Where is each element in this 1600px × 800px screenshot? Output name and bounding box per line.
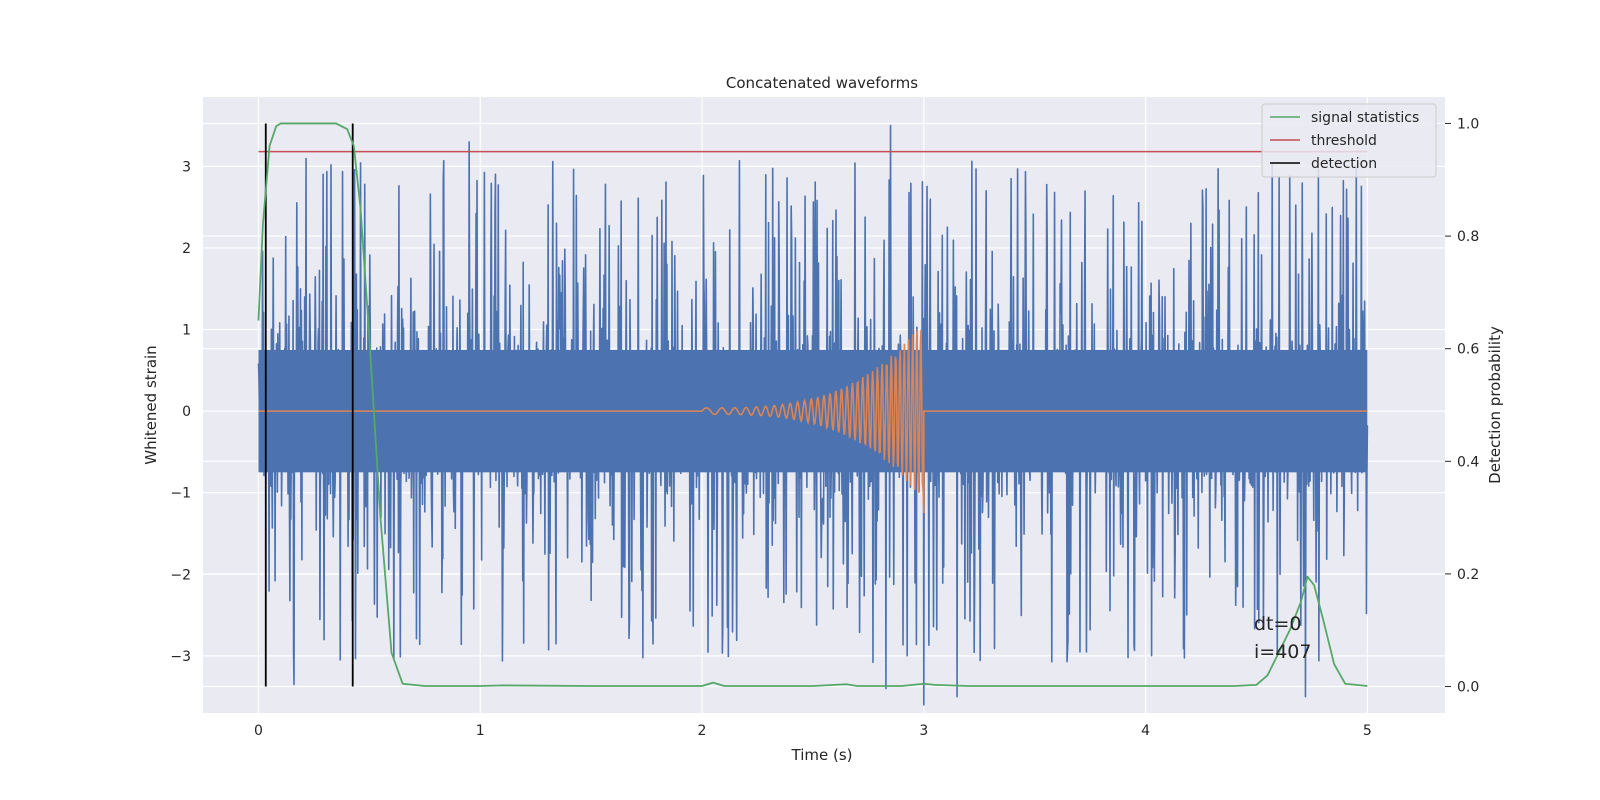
x-tick-label: 1 [476, 723, 485, 739]
y2-tick-label: 0.4 [1457, 454, 1479, 470]
probability-series [257, 122, 1368, 687]
y2-axis-title: Detection probability [1486, 326, 1504, 484]
legend-label-threshold: threshold [1311, 133, 1377, 149]
x-tick-label: 4 [1141, 723, 1150, 739]
y-tick-label: −2 [170, 567, 191, 583]
legend-label-detection: detection [1311, 156, 1377, 172]
legend-box [1261, 103, 1437, 178]
chart-title: Concatenated waveforms [726, 74, 918, 92]
annotation-index: i=407 [1254, 641, 1311, 663]
y-axis-title: Whitened strain [142, 345, 160, 464]
injected-signal-trace [258, 329, 1368, 514]
signal-statistics-line [257, 122, 1368, 687]
y-tick-label: 1 [182, 323, 191, 339]
y-tick-label: −3 [170, 649, 191, 665]
y-tick-label: 0 [182, 404, 191, 420]
y-tick-label: 2 [182, 241, 191, 257]
axes-text: 0 1 2 3 4 5 −3 −2 −1 0 1 2 3 0.0 0.2 0.4 0.6 0.8 1.0 [170, 116, 1479, 739]
y-tick-label: −1 [170, 486, 191, 502]
x-tick-label: 3 [919, 723, 928, 739]
y2-tick-label: 0.6 [1457, 342, 1479, 358]
x-axis-title: Time (s) [791, 746, 853, 764]
y2-tick-label: 0.2 [1457, 567, 1479, 583]
y2-tick-label: 1.0 [1457, 116, 1479, 132]
x-tick-label: 5 [1363, 723, 1372, 739]
legend: signal statistics threshold detection [1261, 103, 1437, 178]
x-tick-label: 0 [254, 723, 263, 739]
y-tick-label: 3 [182, 159, 191, 175]
legend-label-signal-statistics: signal statistics [1311, 110, 1419, 126]
injected-signal-series [258, 329, 1368, 514]
y2-tick-label: 0.8 [1457, 229, 1479, 245]
annotation-dt: dt=0 [1254, 613, 1302, 635]
x-tick-label: 2 [698, 723, 707, 739]
y2-tick-label: 0.0 [1457, 680, 1479, 696]
